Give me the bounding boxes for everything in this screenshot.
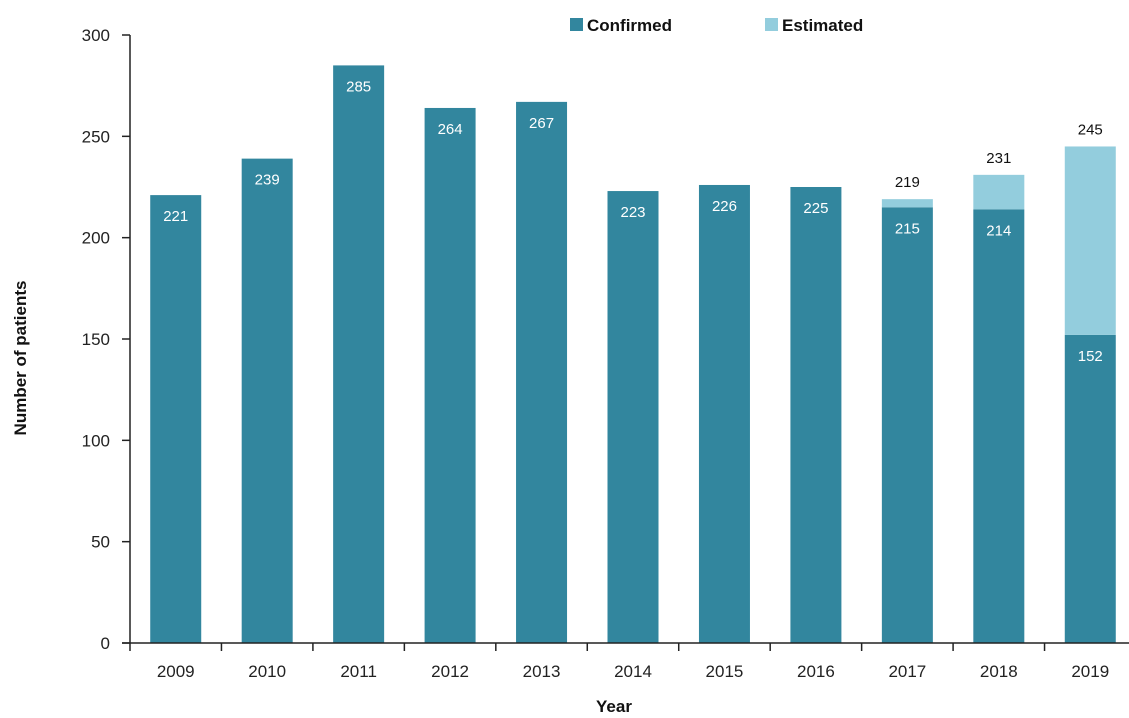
- x-axis-title: Year: [596, 697, 632, 716]
- bar-confirmed-2016: [790, 187, 842, 643]
- bar-value-label: 225: [803, 200, 828, 217]
- x-tick-label: 2015: [706, 662, 744, 681]
- bar-confirmed-2019: [1064, 334, 1116, 643]
- x-tick-label: 2018: [980, 662, 1018, 681]
- bars-group: [150, 65, 1116, 644]
- bar-confirmed-2014: [607, 191, 659, 643]
- x-tick-label: 2010: [248, 662, 286, 681]
- legend-swatch-estimated: [765, 18, 778, 31]
- bar-confirmed-2010: [241, 158, 293, 644]
- bar-value-label: 264: [438, 121, 463, 138]
- x-tick-label: 2014: [614, 662, 652, 681]
- y-axis-ticks: 0 50 100 150 200 250 300: [82, 26, 130, 653]
- bar-value-label: 214: [986, 222, 1011, 239]
- data-labels-group: 221 239 285 264 267 223 226 225 215 219 214 231 152 2…: [163, 78, 1103, 365]
- y-tick-label: 300: [82, 26, 110, 45]
- bar-value-label: 223: [620, 204, 645, 221]
- bar-value-label: 152: [1078, 348, 1103, 365]
- y-tick-label: 200: [82, 229, 110, 248]
- bar-value-label: 285: [346, 78, 371, 95]
- bar-value-label: 215: [895, 220, 920, 237]
- bar-confirmed-2012: [424, 107, 476, 643]
- bar-total-label: 219: [895, 174, 920, 191]
- bar-confirmed-2017: [881, 207, 933, 643]
- x-tick-label: 2009: [157, 662, 195, 681]
- y-tick-label: 100: [82, 431, 110, 450]
- bar-confirmed-2009: [150, 195, 202, 643]
- bar-estimated-2017: [881, 199, 933, 208]
- legend: Confirmed Estimated: [570, 16, 863, 35]
- x-tick-label: 2017: [888, 662, 926, 681]
- bar-value-label: 221: [163, 208, 188, 225]
- y-axis-title: Number of patients: [11, 281, 30, 436]
- legend-label-estimated: Estimated: [782, 16, 863, 35]
- bar-value-label: 267: [529, 115, 554, 132]
- x-axis-ticks: 2009 2010 2011 2012 2013 2014 2015 2016 2017 2018…: [129, 643, 1109, 681]
- bar-confirmed-2013: [516, 101, 568, 643]
- x-tick-label: 2013: [523, 662, 561, 681]
- bar-estimated-2018: [973, 174, 1025, 210]
- bar-value-label: 239: [255, 172, 280, 189]
- y-tick-label: 0: [101, 634, 110, 653]
- bar-total-label: 231: [986, 150, 1011, 167]
- legend-label-confirmed: Confirmed: [587, 16, 672, 35]
- y-tick-label: 250: [82, 127, 110, 146]
- bar-total-label: 245: [1078, 121, 1103, 138]
- bar-confirmed-2011: [333, 65, 385, 643]
- x-tick-label: 2012: [431, 662, 469, 681]
- y-tick-label: 50: [91, 533, 110, 552]
- bar-confirmed-2018: [973, 209, 1025, 643]
- bar-value-label: 226: [712, 198, 737, 215]
- y-tick-label: 150: [82, 330, 110, 349]
- bar-confirmed-2015: [698, 184, 750, 643]
- x-tick-label: 2019: [1071, 662, 1109, 681]
- legend-swatch-confirmed: [570, 18, 583, 31]
- x-tick-label: 2016: [797, 662, 835, 681]
- bar-estimated-2019: [1064, 146, 1116, 335]
- x-tick-label: 2011: [340, 662, 377, 681]
